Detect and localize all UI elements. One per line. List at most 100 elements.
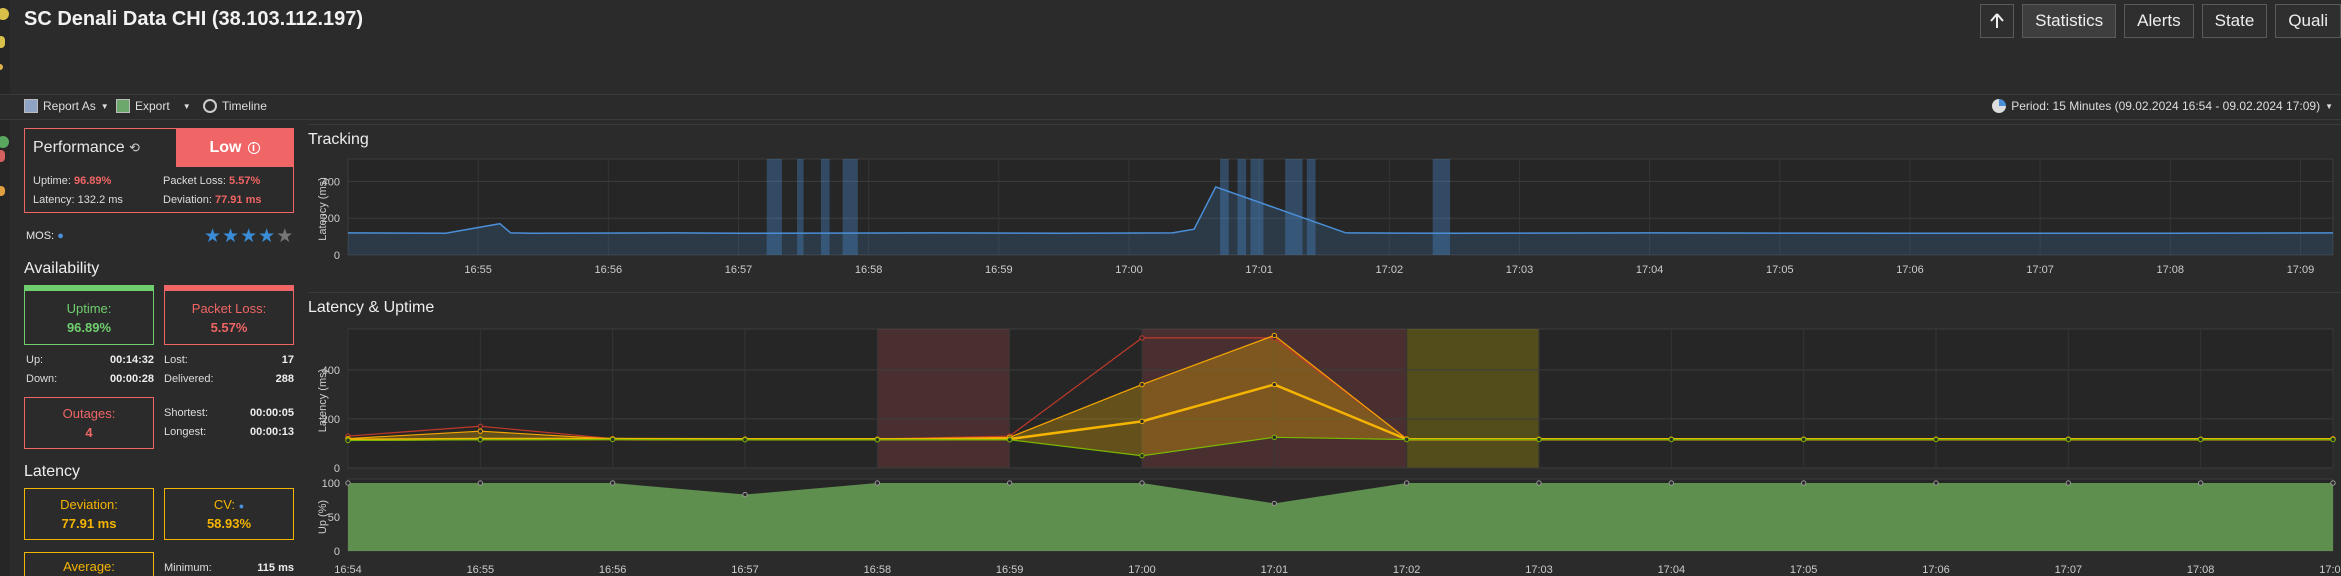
x-tick-label: 17:07 <box>2055 564 2083 576</box>
x-tick-label: 16:57 <box>725 264 753 276</box>
outage-gap <box>1237 159 1247 255</box>
alerts-button[interactable]: Alerts <box>2124 4 2194 38</box>
page-title: SC Denali Data CHI (38.103.112.197) <box>24 8 364 30</box>
x-tick-label: 17:06 <box>1896 264 1924 276</box>
data-point <box>1139 381 1145 388</box>
data-point <box>345 437 351 444</box>
x-tick-label: 17:04 <box>1658 564 1686 576</box>
data-point <box>1271 381 1278 388</box>
perf-uptime: Uptime: 96.89% <box>33 175 112 187</box>
data-point <box>2197 436 2204 443</box>
minimum-value: 115 ms <box>257 562 294 574</box>
statistics-button[interactable]: Statistics <box>2022 4 2117 38</box>
delivered-label: Delivered: <box>164 373 214 385</box>
y-tick-label: 50 <box>328 512 340 524</box>
y-tick-label: 400 <box>322 176 340 188</box>
packet-loss-box: Packet Loss: 5.57% <box>164 285 294 345</box>
nav-icon-2[interactable] <box>0 36 5 48</box>
tracking-panel: Tracking 0 200 400 16:55 16:56 16:57 16:58 16:5… <box>308 124 2341 284</box>
uptime-point <box>2065 480 2072 486</box>
x-tick-label: 17:09 <box>2287 264 2315 276</box>
data-point <box>1271 332 1278 339</box>
uptime-point <box>1403 480 1410 486</box>
outage-gap <box>766 159 782 255</box>
uptime-area <box>348 483 2333 551</box>
data-point <box>742 437 748 443</box>
x-tick-label: 17:03 <box>1525 564 1553 576</box>
quality-button[interactable]: Quali <box>2275 4 2341 38</box>
period-selector[interactable]: Period: 15 Minutes (09.02.2024 16:54 - 0… <box>1992 99 2333 113</box>
uptime-point <box>1800 480 1807 486</box>
uptime-point <box>1139 480 1145 486</box>
scroll-up-button[interactable] <box>1980 4 2015 38</box>
left-nav-strip <box>0 0 10 576</box>
chevron-down-icon: ▼ <box>2325 101 2333 111</box>
nav-icon-6[interactable] <box>0 150 5 162</box>
data-point <box>2330 436 2336 443</box>
chevron-down-icon: ▼ <box>182 101 191 111</box>
x-tick-label: 16:55 <box>464 264 492 276</box>
deviation-box: Deviation: 77.91 ms <box>24 488 154 540</box>
x-tick-label: 17:02 <box>1376 264 1404 276</box>
x-tick-label: 16:58 <box>864 564 892 576</box>
plot-area <box>347 158 2334 256</box>
shaded-region <box>1406 329 1539 468</box>
nav-icon-1[interactable] <box>0 8 9 20</box>
uptime-point <box>874 480 881 486</box>
mos-info-icon[interactable]: ● <box>57 230 64 242</box>
outage-gap <box>797 159 804 255</box>
y-tick-label: 200 <box>322 414 340 426</box>
uptime-point <box>1668 480 1675 486</box>
uptime-point <box>609 480 616 486</box>
data-point <box>1403 436 1410 443</box>
outage-gap <box>1285 159 1303 255</box>
latency-uptime-panel: Latency & Uptime 0 200 400 0 50 100 16:54 16:55… <box>308 292 2341 576</box>
performance-box: Performance ⟲ Low i Uptime: 96.89% Packe… <box>24 128 294 213</box>
cv-info-icon[interactable]: ● <box>238 501 245 511</box>
star-icon: ★ <box>204 226 223 247</box>
lost-value: 17 <box>281 354 294 366</box>
performance-info-icon[interactable]: ⟲ <box>129 140 140 155</box>
delivered-value: 288 <box>275 373 294 385</box>
data-point <box>1139 335 1145 341</box>
series-line-min <box>347 436 2333 457</box>
data-point <box>2065 436 2072 443</box>
x-tick-label: 16:59 <box>985 264 1013 276</box>
state-button[interactable]: State <box>2201 4 2268 38</box>
shortest-label: Shortest: <box>164 407 209 419</box>
outage-gap <box>842 159 858 255</box>
x-tick-label: 17:00 <box>1115 264 1143 276</box>
longest-label: Longest: <box>164 426 207 438</box>
outage-gap <box>1432 159 1451 255</box>
y-axis-label: Latency (ms) <box>317 369 329 433</box>
uptime-point <box>477 480 484 486</box>
export-menu[interactable]: Export ▼ <box>116 99 191 113</box>
x-tick-label: 17:01 <box>1261 564 1289 576</box>
chevron-down-icon: ▼ <box>100 101 109 111</box>
mos-stars: ★★★★★ <box>204 225 294 248</box>
nav-icon-5[interactable] <box>0 136 9 148</box>
report-as-menu[interactable]: Report As ▼ <box>24 99 109 113</box>
info-icon[interactable]: i <box>247 142 260 154</box>
perf-packet-loss: Packet Loss: 5.57% <box>163 175 261 187</box>
period-label: Period: 15 Minutes (09.02.2024 16:54 - 0… <box>2011 99 2321 113</box>
x-tick-label: 16:56 <box>595 264 623 276</box>
x-tick-label: 16:54 <box>334 564 362 576</box>
tracking-area <box>348 186 2333 255</box>
perf-deviation: Deviation: 77.91 ms <box>163 194 262 206</box>
mos-label: MOS: ● <box>26 230 64 242</box>
x-tick-label: 17:08 <box>2157 264 2185 276</box>
down-label: Down: <box>26 373 58 385</box>
y-axis-label: Up (%) <box>317 500 329 534</box>
uptime-point <box>1933 480 1939 486</box>
uptime-point <box>2197 480 2204 486</box>
lost-label: Lost: <box>164 354 188 366</box>
data-point <box>1139 453 1145 459</box>
uptime-point <box>2330 480 2336 486</box>
timeline-button[interactable]: Timeline <box>203 99 267 113</box>
up-label: Up: <box>26 354 44 366</box>
y-tick-label: 0 <box>334 463 340 475</box>
perf-latency: Latency: 132.2 ms <box>33 194 123 206</box>
nav-icon-3[interactable] <box>0 64 3 70</box>
nav-icon-7[interactable] <box>0 186 5 196</box>
